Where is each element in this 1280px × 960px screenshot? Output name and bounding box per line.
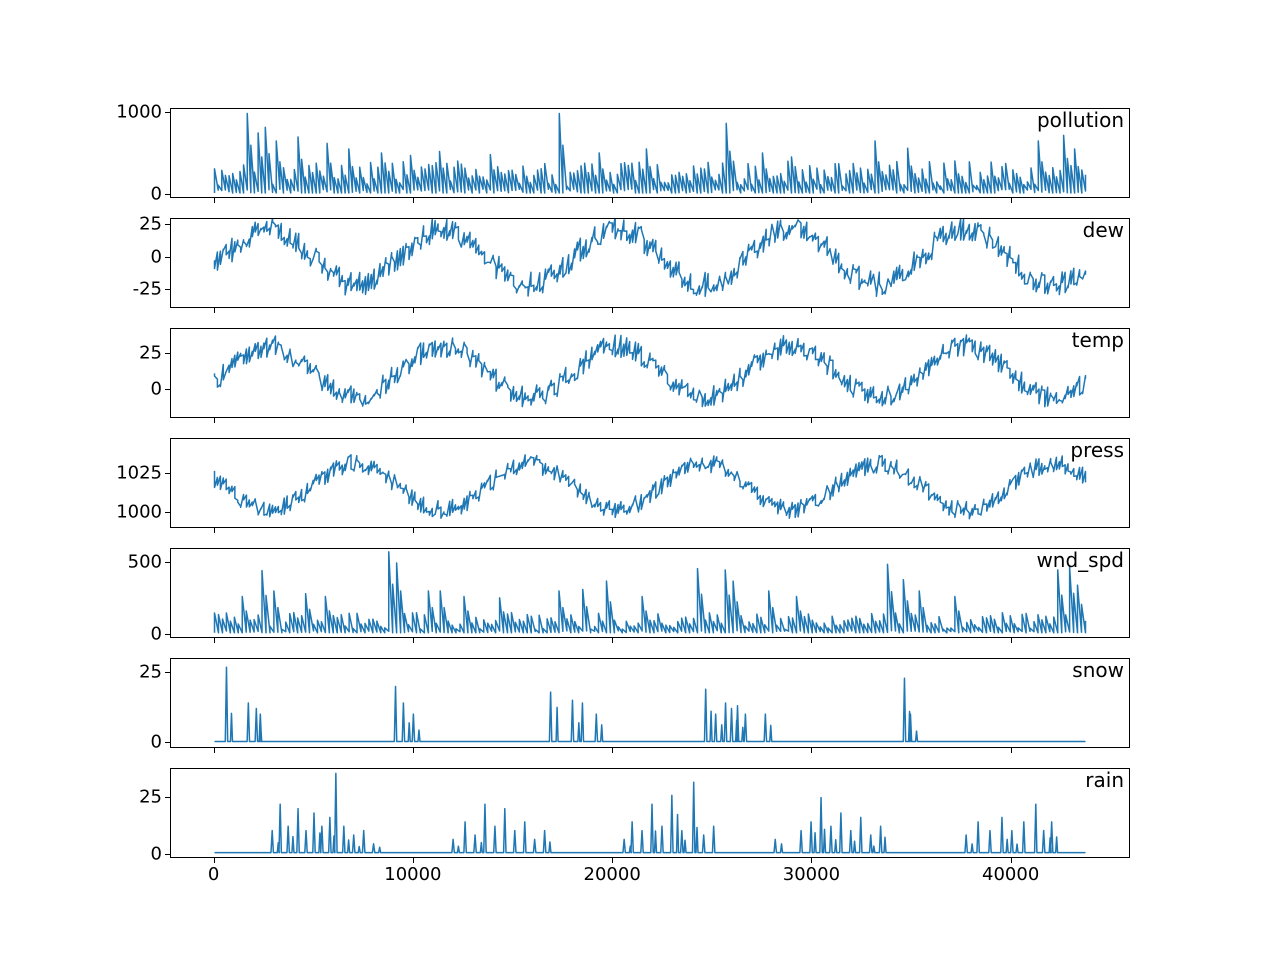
series-snow bbox=[171, 659, 1129, 747]
xtick-mark bbox=[413, 528, 414, 533]
xtick-mark bbox=[612, 748, 613, 753]
xtick-mark bbox=[811, 198, 812, 203]
series-pollution bbox=[171, 109, 1129, 197]
xtick-mark bbox=[811, 858, 812, 863]
ytick-mark bbox=[165, 353, 170, 354]
xtick-mark bbox=[1011, 858, 1012, 863]
ytick-label: 25 bbox=[139, 662, 162, 683]
plot-frame bbox=[170, 328, 1130, 418]
xtick-mark bbox=[612, 308, 613, 313]
ytick-mark bbox=[165, 112, 170, 113]
xtick-mark bbox=[612, 198, 613, 203]
series-dew bbox=[171, 219, 1129, 307]
ytick-label: 0 bbox=[151, 246, 162, 267]
series-wnd_spd bbox=[171, 549, 1129, 637]
ytick-label: 0 bbox=[151, 623, 162, 644]
xtick-mark bbox=[214, 308, 215, 313]
series-temp bbox=[171, 329, 1129, 417]
plot-frame bbox=[170, 218, 1130, 308]
figure: pollution01000 dew-25025 temp025 press10001… bbox=[0, 0, 1280, 960]
ytick-label: 0 bbox=[151, 732, 162, 753]
xtick-mark bbox=[811, 308, 812, 313]
xtick-mark bbox=[1011, 748, 1012, 753]
xtick-mark bbox=[612, 528, 613, 533]
ytick-label: 0 bbox=[151, 843, 162, 864]
ytick-mark bbox=[165, 742, 170, 743]
ytick-mark bbox=[165, 389, 170, 390]
ytick-label: 0 bbox=[151, 183, 162, 204]
subplot-dew: dew-25025 bbox=[170, 218, 1130, 308]
ytick-mark bbox=[165, 194, 170, 195]
ytick-mark bbox=[165, 473, 170, 474]
ytick-mark bbox=[165, 562, 170, 563]
xtick-label: 30000 bbox=[783, 864, 840, 885]
ytick-mark bbox=[165, 672, 170, 673]
xtick-mark bbox=[811, 418, 812, 423]
ytick-mark bbox=[165, 512, 170, 513]
ytick-mark bbox=[165, 634, 170, 635]
ytick-mark bbox=[165, 854, 170, 855]
series-rain bbox=[171, 769, 1129, 857]
ytick-label: 25 bbox=[139, 214, 162, 235]
xtick-mark bbox=[214, 858, 215, 863]
xtick-mark bbox=[214, 198, 215, 203]
subplot-temp: temp025 bbox=[170, 328, 1130, 418]
plot-frame bbox=[170, 108, 1130, 198]
ytick-mark bbox=[165, 289, 170, 290]
ytick-label: 500 bbox=[128, 552, 162, 573]
xtick-mark bbox=[811, 638, 812, 643]
xtick-mark bbox=[811, 748, 812, 753]
xtick-mark bbox=[413, 858, 414, 863]
xtick-label: 10000 bbox=[384, 864, 441, 885]
ytick-label: -25 bbox=[133, 278, 162, 299]
xtick-mark bbox=[612, 638, 613, 643]
xtick-mark bbox=[413, 308, 414, 313]
plot-frame bbox=[170, 438, 1130, 528]
ytick-label: 1000 bbox=[116, 502, 162, 523]
xtick-label: 20000 bbox=[584, 864, 641, 885]
xtick-mark bbox=[1011, 198, 1012, 203]
xtick-mark bbox=[612, 418, 613, 423]
ytick-mark bbox=[165, 224, 170, 225]
xtick-mark bbox=[214, 638, 215, 643]
ytick-label: 1000 bbox=[116, 102, 162, 123]
ytick-label: 25 bbox=[139, 787, 162, 808]
xtick-mark bbox=[1011, 638, 1012, 643]
xtick-mark bbox=[1011, 528, 1012, 533]
xtick-label: 40000 bbox=[982, 864, 1039, 885]
xtick-mark bbox=[612, 858, 613, 863]
xtick-mark bbox=[214, 528, 215, 533]
subplot-wnd_spd: wnd_spd0500 bbox=[170, 548, 1130, 638]
plot-frame bbox=[170, 658, 1130, 748]
subplot-press: press10001025 bbox=[170, 438, 1130, 528]
ytick-label: 25 bbox=[139, 342, 162, 363]
xtick-mark bbox=[413, 748, 414, 753]
plot-frame bbox=[170, 548, 1130, 638]
xtick-mark bbox=[214, 748, 215, 753]
subplot-rain: rain025010000200003000040000 bbox=[170, 768, 1130, 858]
xtick-label: 0 bbox=[208, 864, 219, 885]
ytick-label: 0 bbox=[151, 378, 162, 399]
xtick-mark bbox=[811, 528, 812, 533]
subplot-pollution: pollution01000 bbox=[170, 108, 1130, 198]
series-press bbox=[171, 439, 1129, 527]
xtick-mark bbox=[413, 198, 414, 203]
xtick-mark bbox=[1011, 308, 1012, 313]
ytick-mark bbox=[165, 797, 170, 798]
xtick-mark bbox=[413, 418, 414, 423]
plot-frame bbox=[170, 768, 1130, 858]
ytick-label: 1025 bbox=[116, 462, 162, 483]
xtick-mark bbox=[214, 418, 215, 423]
xtick-mark bbox=[413, 638, 414, 643]
ytick-mark bbox=[165, 257, 170, 258]
subplot-snow: snow025 bbox=[170, 658, 1130, 748]
xtick-mark bbox=[1011, 418, 1012, 423]
